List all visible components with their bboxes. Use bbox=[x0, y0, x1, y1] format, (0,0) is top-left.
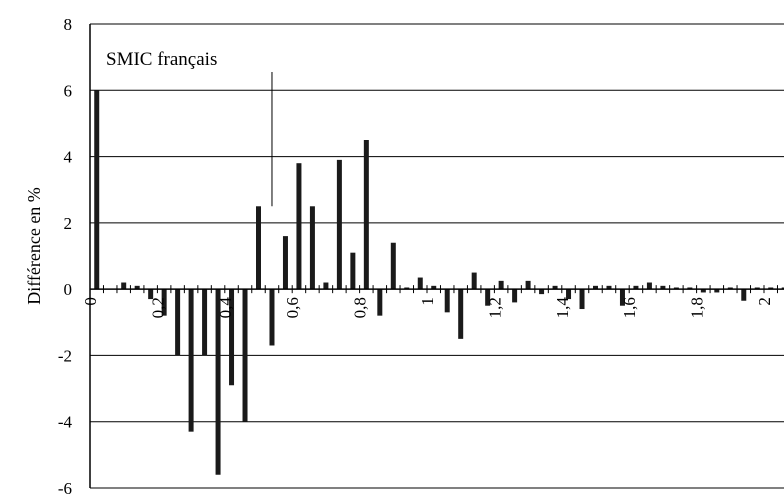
bar-43 bbox=[687, 287, 693, 290]
bar-24 bbox=[431, 285, 437, 290]
bar-39 bbox=[633, 285, 639, 290]
grid-lines bbox=[90, 23, 784, 489]
y-tick-label-1: -4 bbox=[58, 413, 73, 432]
bar-34 bbox=[566, 289, 572, 300]
bar-28 bbox=[485, 289, 491, 306]
bar-31 bbox=[525, 280, 531, 290]
bar-5 bbox=[175, 289, 181, 356]
y-tick-label-2: -2 bbox=[58, 346, 72, 365]
y-tick-label-6: 6 bbox=[64, 81, 73, 100]
bar-47 bbox=[741, 289, 747, 301]
bar-1 bbox=[121, 282, 127, 290]
bar-32 bbox=[539, 289, 545, 295]
bar-2 bbox=[134, 285, 140, 290]
x-tick-label-10: 2 bbox=[755, 297, 774, 306]
bar-27 bbox=[471, 272, 477, 290]
x-tick-marks bbox=[89, 285, 778, 294]
y-tick-label-0: -6 bbox=[58, 479, 72, 495]
x-tick-label-1: 0,2 bbox=[148, 297, 167, 318]
bar-45 bbox=[714, 289, 720, 293]
y-axis-label: Différence en % bbox=[24, 187, 44, 305]
bar-14 bbox=[296, 163, 302, 290]
bar-44 bbox=[700, 289, 706, 293]
x-tick-label-5: 1 bbox=[418, 297, 437, 306]
bar-6 bbox=[188, 289, 194, 432]
x-tick-label-3: 0,6 bbox=[283, 297, 302, 318]
x-tick-label-8: 1,6 bbox=[620, 297, 639, 318]
bar-17 bbox=[336, 159, 342, 290]
bar-20 bbox=[377, 289, 383, 316]
bar-40 bbox=[646, 282, 652, 290]
bar-22 bbox=[404, 287, 410, 290]
bar-4 bbox=[161, 289, 167, 316]
bar-36 bbox=[593, 285, 598, 290]
bar-26 bbox=[458, 289, 464, 339]
bar-15 bbox=[309, 206, 315, 290]
bar-23 bbox=[417, 277, 423, 290]
bar-19 bbox=[363, 140, 369, 290]
bar-9 bbox=[229, 289, 235, 386]
bar-42 bbox=[673, 287, 679, 290]
bar-11 bbox=[256, 206, 261, 290]
bar-29 bbox=[498, 280, 504, 290]
y-tick-label-7: 8 bbox=[64, 15, 73, 34]
x-tick-labels: 00,20,40,60,811,21,41,61,822,22,42,62,8 bbox=[81, 297, 774, 319]
bar-41 bbox=[660, 285, 666, 290]
bar-33 bbox=[552, 285, 558, 290]
bar-48 bbox=[754, 287, 760, 290]
annotation-smic: SMIC français bbox=[106, 49, 273, 207]
bar-49 bbox=[768, 287, 774, 290]
bar-35 bbox=[579, 289, 585, 310]
bar-37 bbox=[606, 285, 612, 290]
bar-3 bbox=[148, 289, 154, 300]
x-tick-label-7: 1,4 bbox=[553, 297, 572, 319]
bars bbox=[94, 90, 784, 475]
bar-12 bbox=[269, 289, 275, 346]
bar-50 bbox=[781, 287, 784, 290]
bar-16 bbox=[323, 282, 329, 290]
y-tick-label-5: 4 bbox=[64, 148, 73, 167]
bar-18 bbox=[350, 252, 356, 290]
bar-0 bbox=[94, 90, 100, 290]
x-tick-label-9: 1,8 bbox=[688, 297, 707, 318]
bar-25 bbox=[444, 289, 450, 313]
bar-46 bbox=[727, 287, 733, 290]
x-tick-label-2: 0,4 bbox=[216, 297, 235, 319]
y-tick-label-4: 2 bbox=[64, 214, 73, 233]
bar-7 bbox=[202, 289, 208, 356]
y-tick-label-3: 0 bbox=[64, 280, 73, 299]
y-tick-labels: -6 -4 -2 0 2 4 6 8 bbox=[58, 15, 73, 495]
x-tick-label-4: 0,8 bbox=[351, 297, 370, 318]
bar-8 bbox=[215, 289, 221, 475]
bar-10 bbox=[242, 289, 248, 422]
bar-30 bbox=[512, 289, 518, 303]
annotation-label: SMIC français bbox=[106, 49, 217, 70]
bar-13 bbox=[282, 236, 288, 290]
x-tick-label-0: 0 bbox=[81, 297, 100, 306]
x-tick-label-6: 1,2 bbox=[485, 297, 504, 318]
bar-38 bbox=[619, 289, 625, 306]
bar-21 bbox=[390, 242, 396, 290]
